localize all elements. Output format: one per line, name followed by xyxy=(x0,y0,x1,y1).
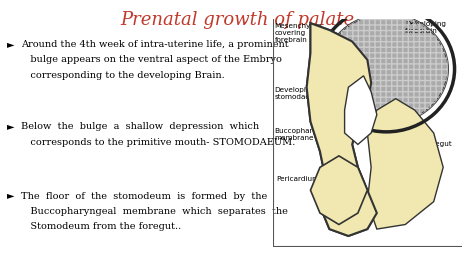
Text: Developing
stomodaeum: Developing stomodaeum xyxy=(274,87,346,100)
Text: Foregut: Foregut xyxy=(418,142,452,147)
Ellipse shape xyxy=(325,14,448,124)
Polygon shape xyxy=(367,99,443,229)
Text: ►: ► xyxy=(7,40,15,49)
Text: Pericardium: Pericardium xyxy=(276,176,336,189)
Polygon shape xyxy=(345,76,377,144)
Polygon shape xyxy=(307,23,377,236)
Text: Around the 4th week of intra-uterine life, a prominent
   bulge appears on the v: Around the 4th week of intra-uterine lif… xyxy=(21,40,289,80)
Polygon shape xyxy=(310,156,367,225)
Text: Buccopharyngeal
membrane: Buccopharyngeal membrane xyxy=(274,127,355,142)
Text: Prenatal growth of palate: Prenatal growth of palate xyxy=(120,11,354,29)
Text: Mesenchyme
covering
forebrain: Mesenchyme covering forebrain xyxy=(274,23,336,45)
Text: Below  the  bulge  a  shallow  depression  which
   corresponds to the primitive: Below the bulge a shallow depression whi… xyxy=(21,122,296,147)
Text: The  floor  of  the  stomodeum  is  formed  by  the
   Buccopharyngeal  membrane: The floor of the stomodeum is formed by … xyxy=(21,192,288,231)
Text: ►: ► xyxy=(7,122,15,131)
Text: ►: ► xyxy=(7,192,15,201)
Text: Developing
forebrain: Developing forebrain xyxy=(405,21,446,37)
Polygon shape xyxy=(307,23,377,236)
